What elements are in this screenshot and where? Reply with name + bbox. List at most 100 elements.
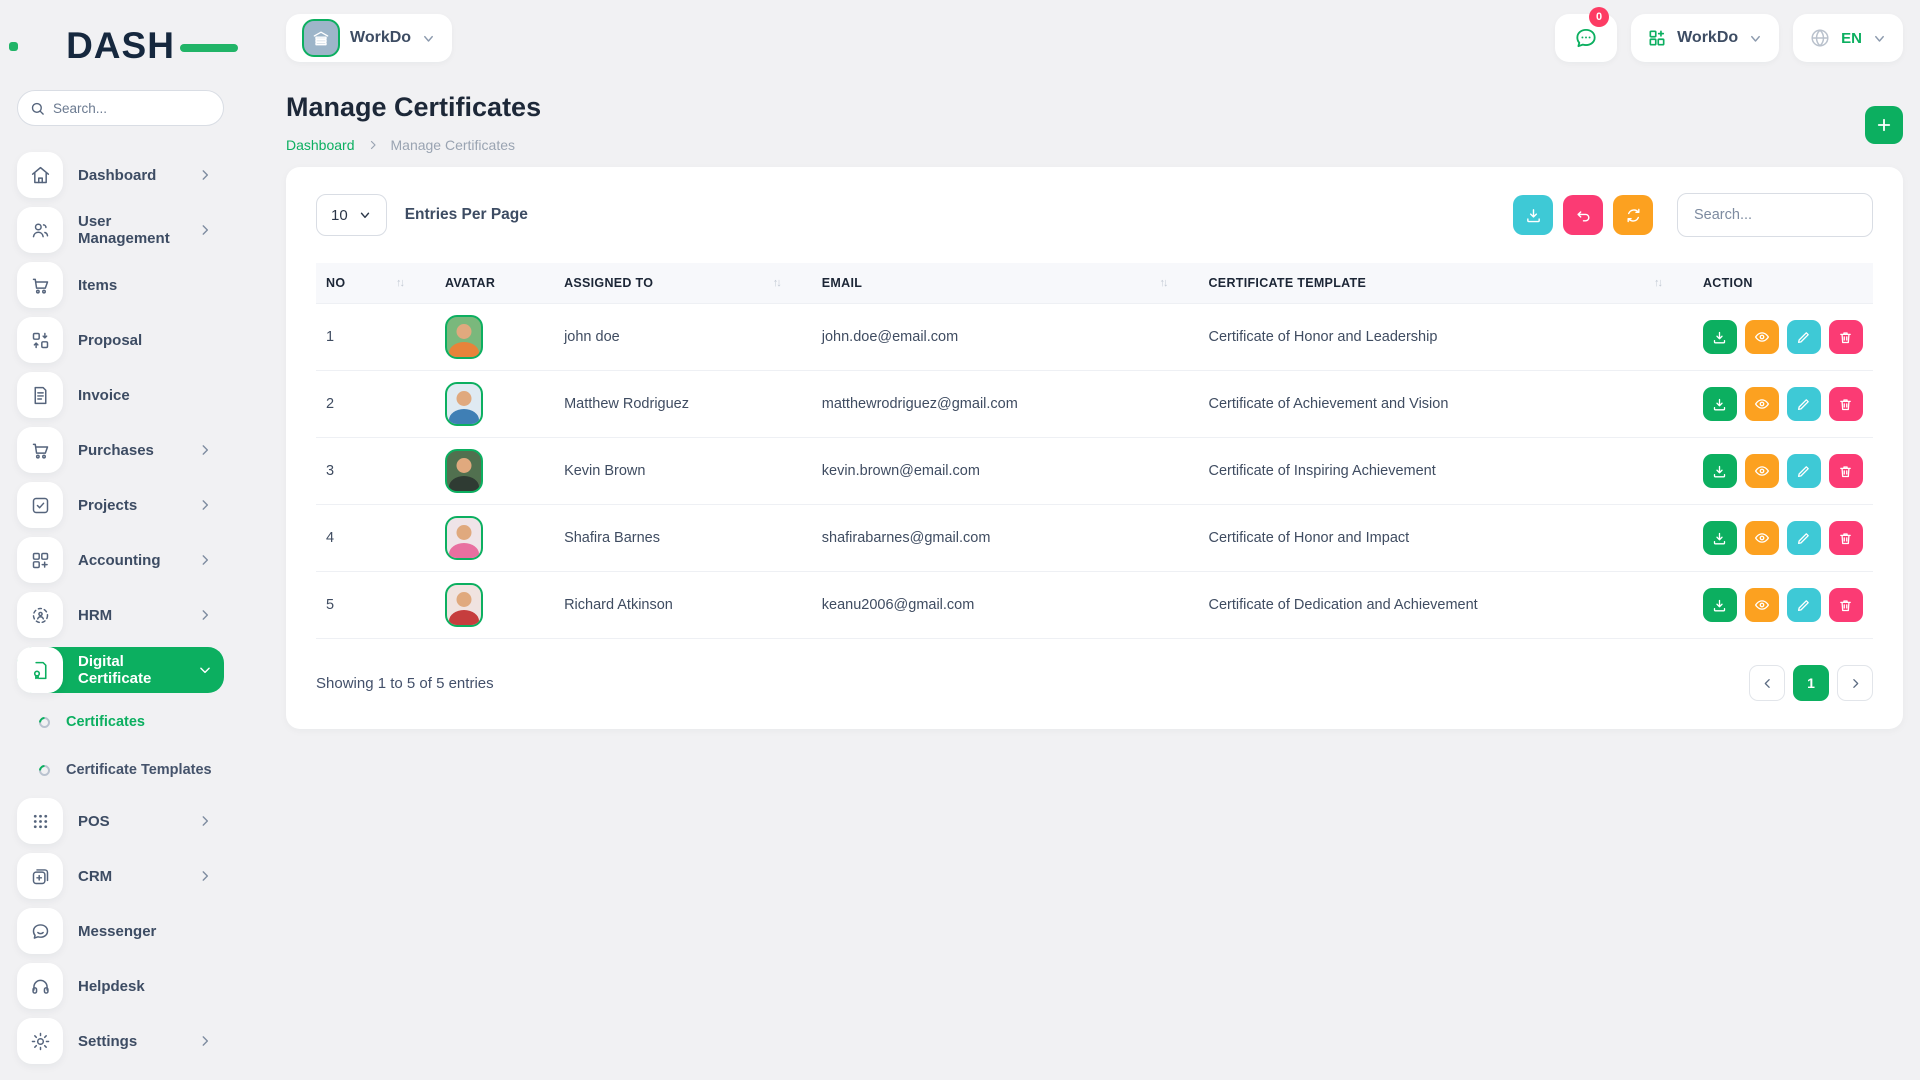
- chat-bubble-icon: [17, 908, 63, 954]
- sidebar-item-accounting[interactable]: Accounting: [17, 537, 224, 583]
- download-icon: [1714, 465, 1726, 477]
- chevron-down-icon: [424, 35, 433, 42]
- company-selector[interactable]: WorkDo: [1631, 14, 1780, 62]
- invoice-icon: [17, 372, 63, 418]
- chevron-right-icon: [198, 553, 212, 567]
- breadcrumb-dashboard-link[interactable]: Dashboard: [286, 137, 355, 153]
- table-footer: Showing 1 to 5 of 5 entries 1: [316, 665, 1873, 701]
- refresh-button[interactable]: [1613, 195, 1653, 235]
- edit-certificate-button[interactable]: [1786, 387, 1821, 421]
- sort-icon[interactable]: ↑↓: [1653, 277, 1663, 289]
- cell-no: 3: [316, 437, 436, 505]
- table-search-input[interactable]: [1677, 193, 1873, 237]
- pagination-prev-button[interactable]: [1749, 665, 1785, 701]
- sidebar-item-projects[interactable]: Projects: [17, 482, 224, 528]
- column-header-no: NO ↑↓: [326, 276, 405, 290]
- download-certificate-button[interactable]: [1702, 521, 1737, 555]
- view-certificate-button[interactable]: [1744, 387, 1779, 421]
- delete-certificate-button[interactable]: [1828, 521, 1863, 555]
- trash-icon: [1840, 465, 1852, 477]
- sidebar-search-input[interactable]: [53, 100, 211, 116]
- pagination-next-button[interactable]: [1837, 665, 1873, 701]
- sidebar-item-proposal[interactable]: Proposal: [17, 317, 224, 363]
- edit-certificate-button[interactable]: [1786, 454, 1821, 488]
- download-certificate-button[interactable]: [1702, 387, 1737, 421]
- eye-icon: [1754, 332, 1769, 342]
- download-icon: [1714, 331, 1726, 343]
- download-certificate-button[interactable]: [1702, 320, 1737, 354]
- sidebar-item-hrm[interactable]: HRM: [17, 592, 224, 638]
- language-selector[interactable]: EN: [1793, 14, 1903, 62]
- reset-button[interactable]: [1563, 195, 1603, 235]
- sidebar-menu: Dashboard User Management Items Proposal…: [17, 152, 224, 1064]
- sidebar-item-messenger[interactable]: Messenger: [17, 908, 224, 954]
- table-controls: 10 Entries Per Page: [316, 193, 1873, 237]
- sidebar: DASH Dashboard User Management Items: [0, 0, 241, 1080]
- view-certificate-button[interactable]: [1744, 454, 1779, 488]
- eye-icon: [1754, 399, 1769, 409]
- download-certificate-button[interactable]: [1702, 588, 1737, 622]
- certificate-icon: [17, 647, 63, 693]
- sidebar-item-digital-certificate[interactable]: Digital Certificate: [17, 647, 224, 693]
- delete-certificate-button[interactable]: [1828, 588, 1863, 622]
- view-certificate-button[interactable]: [1744, 320, 1779, 354]
- edit-certificate-button[interactable]: [1786, 320, 1821, 354]
- cell-assigned-to: Kevin Brown: [554, 437, 812, 505]
- sidebar-subitem-certificates[interactable]: Certificates: [33, 702, 224, 742]
- sidebar-item-pos[interactable]: POS: [17, 798, 224, 844]
- cell-email: kevin.brown@email.com: [811, 437, 1199, 505]
- chevron-right-icon: [367, 139, 379, 151]
- table-row: 2 Matthew Rodriguez matthewrodriguez@gma…: [316, 370, 1873, 438]
- sidebar-item-user-management[interactable]: User Management: [17, 207, 224, 253]
- sort-icon[interactable]: ↑↓: [396, 277, 405, 289]
- sidebar-item-invoice[interactable]: Invoice: [17, 372, 224, 418]
- sidebar-item-crm[interactable]: CRM: [17, 853, 224, 899]
- messages-button[interactable]: 0: [1555, 7, 1618, 62]
- app-logo[interactable]: DASH: [9, 25, 238, 66]
- trash-icon: [1840, 599, 1852, 611]
- pagination: 1: [1749, 665, 1873, 701]
- message-count-badge: 0: [1589, 7, 1610, 27]
- cell-assigned-to: john doe: [554, 303, 812, 371]
- entries-per-page-select[interactable]: 10: [316, 194, 387, 236]
- view-certificate-button[interactable]: [1744, 521, 1779, 555]
- chevron-down-icon: [198, 663, 212, 677]
- search-icon: [31, 102, 44, 115]
- cell-template: Certificate of Dedication and Achievemen…: [1198, 571, 1693, 639]
- pencil-icon: [1798, 398, 1810, 410]
- sidebar-item-settings[interactable]: Settings: [17, 1018, 224, 1064]
- sidebar-item-purchases[interactable]: Purchases: [17, 427, 224, 473]
- edit-certificate-button[interactable]: [1786, 588, 1821, 622]
- avatar: [445, 449, 484, 493]
- download-certificate-button[interactable]: [1702, 454, 1737, 488]
- edit-certificate-button[interactable]: [1786, 521, 1821, 555]
- page-head: Manage Certificates Dashboard Manage Cer…: [286, 92, 1903, 153]
- bullet-icon: [36, 762, 53, 778]
- download-icon: [1714, 398, 1726, 410]
- plus-icon: [1877, 118, 1891, 132]
- workspace-selector[interactable]: WorkDo: [286, 14, 453, 62]
- sort-icon[interactable]: ↑↓: [772, 277, 782, 289]
- sidebar-subitem-certificate-templates[interactable]: Certificate Templates: [33, 750, 224, 790]
- column-header-email: EMAIL ↑↓: [821, 276, 1169, 290]
- view-certificate-button[interactable]: [1744, 588, 1779, 622]
- delete-certificate-button[interactable]: [1828, 387, 1863, 421]
- add-certificate-button[interactable]: [1865, 106, 1903, 144]
- cell-assigned-to: Matthew Rodriguez: [554, 370, 812, 438]
- eye-icon: [1754, 533, 1769, 543]
- refresh-icon: [1626, 208, 1640, 222]
- sidebar-item-helpdesk[interactable]: Helpdesk: [17, 963, 224, 1009]
- entries-per-page-label: Entries Per Page: [404, 206, 528, 223]
- delete-certificate-button[interactable]: [1828, 454, 1863, 488]
- sort-icon[interactable]: ↑↓: [1159, 277, 1168, 289]
- export-button[interactable]: [1513, 195, 1553, 235]
- table-row: 3 Kevin Brown kevin.brown@email.com Cert…: [316, 437, 1873, 505]
- eye-icon: [1754, 600, 1769, 610]
- sidebar-item-items[interactable]: Items: [17, 262, 224, 308]
- pagination-page-1-button[interactable]: 1: [1793, 665, 1829, 701]
- sidebar-item-dashboard[interactable]: Dashboard: [17, 152, 224, 198]
- delete-certificate-button[interactable]: [1828, 320, 1863, 354]
- cell-email: matthewrodriguez@gmail.com: [811, 370, 1199, 438]
- crm-icon: [17, 853, 63, 899]
- headphones-icon: [17, 963, 63, 1009]
